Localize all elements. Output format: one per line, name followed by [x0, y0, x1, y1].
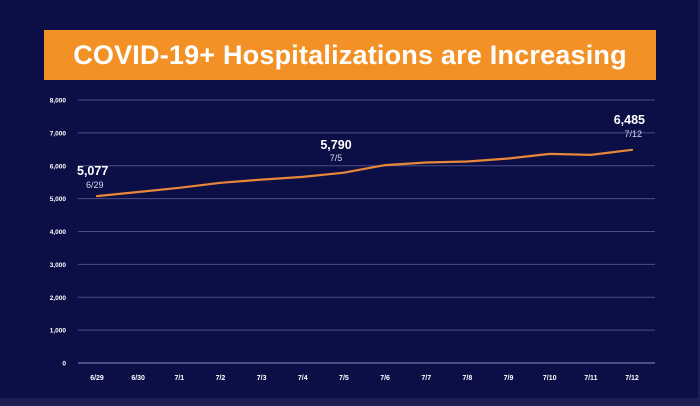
y-tick-label: 8,000 — [50, 98, 67, 105]
data-label-value: 6,485 — [614, 113, 645, 127]
x-tick-label: 7/9 — [504, 375, 514, 382]
data-label-value: 5,077 — [77, 164, 108, 178]
y-tick-label: 1,000 — [50, 328, 67, 335]
x-tick-label: 7/3 — [257, 375, 267, 382]
x-tick-label: 7/6 — [380, 375, 390, 382]
y-tick-label: 7,000 — [50, 130, 67, 137]
x-tick-label: 6/30 — [131, 375, 145, 382]
data-label-value: 5,790 — [320, 138, 351, 152]
y-tick-label: 0 — [62, 361, 66, 368]
y-tick-label: 5,000 — [50, 196, 67, 203]
x-tick-label: 7/12 — [625, 375, 639, 382]
x-tick-label: 6/29 — [90, 375, 104, 382]
title-banner: COVID-19+ Hospitalizations are Increasin… — [44, 30, 656, 80]
bottom-bar — [0, 398, 700, 406]
x-tick-label: 7/7 — [421, 375, 431, 382]
x-tick-label: 7/1 — [174, 375, 184, 382]
series-line — [95, 148, 634, 198]
page-title: COVID-19+ Hospitalizations are Increasin… — [73, 39, 627, 70]
y-tick-label: 4,000 — [50, 229, 67, 236]
y-tick-label: 6,000 — [50, 163, 67, 170]
data-label-date: 7/12 — [624, 129, 642, 139]
x-tick-label: 7/5 — [339, 375, 349, 382]
x-tick-label: 7/4 — [298, 375, 308, 382]
y-tick-label: 2,000 — [50, 295, 67, 302]
y-tick-label: 3,000 — [50, 262, 67, 269]
x-tick-label: 7/2 — [216, 375, 226, 382]
x-tick-label: 7/11 — [584, 375, 597, 382]
x-tick-label: 7/8 — [463, 375, 473, 382]
data-label-date: 6/29 — [86, 180, 104, 190]
x-tick-label: 7/10 — [543, 375, 557, 382]
data-label-date: 7/5 — [330, 153, 343, 163]
